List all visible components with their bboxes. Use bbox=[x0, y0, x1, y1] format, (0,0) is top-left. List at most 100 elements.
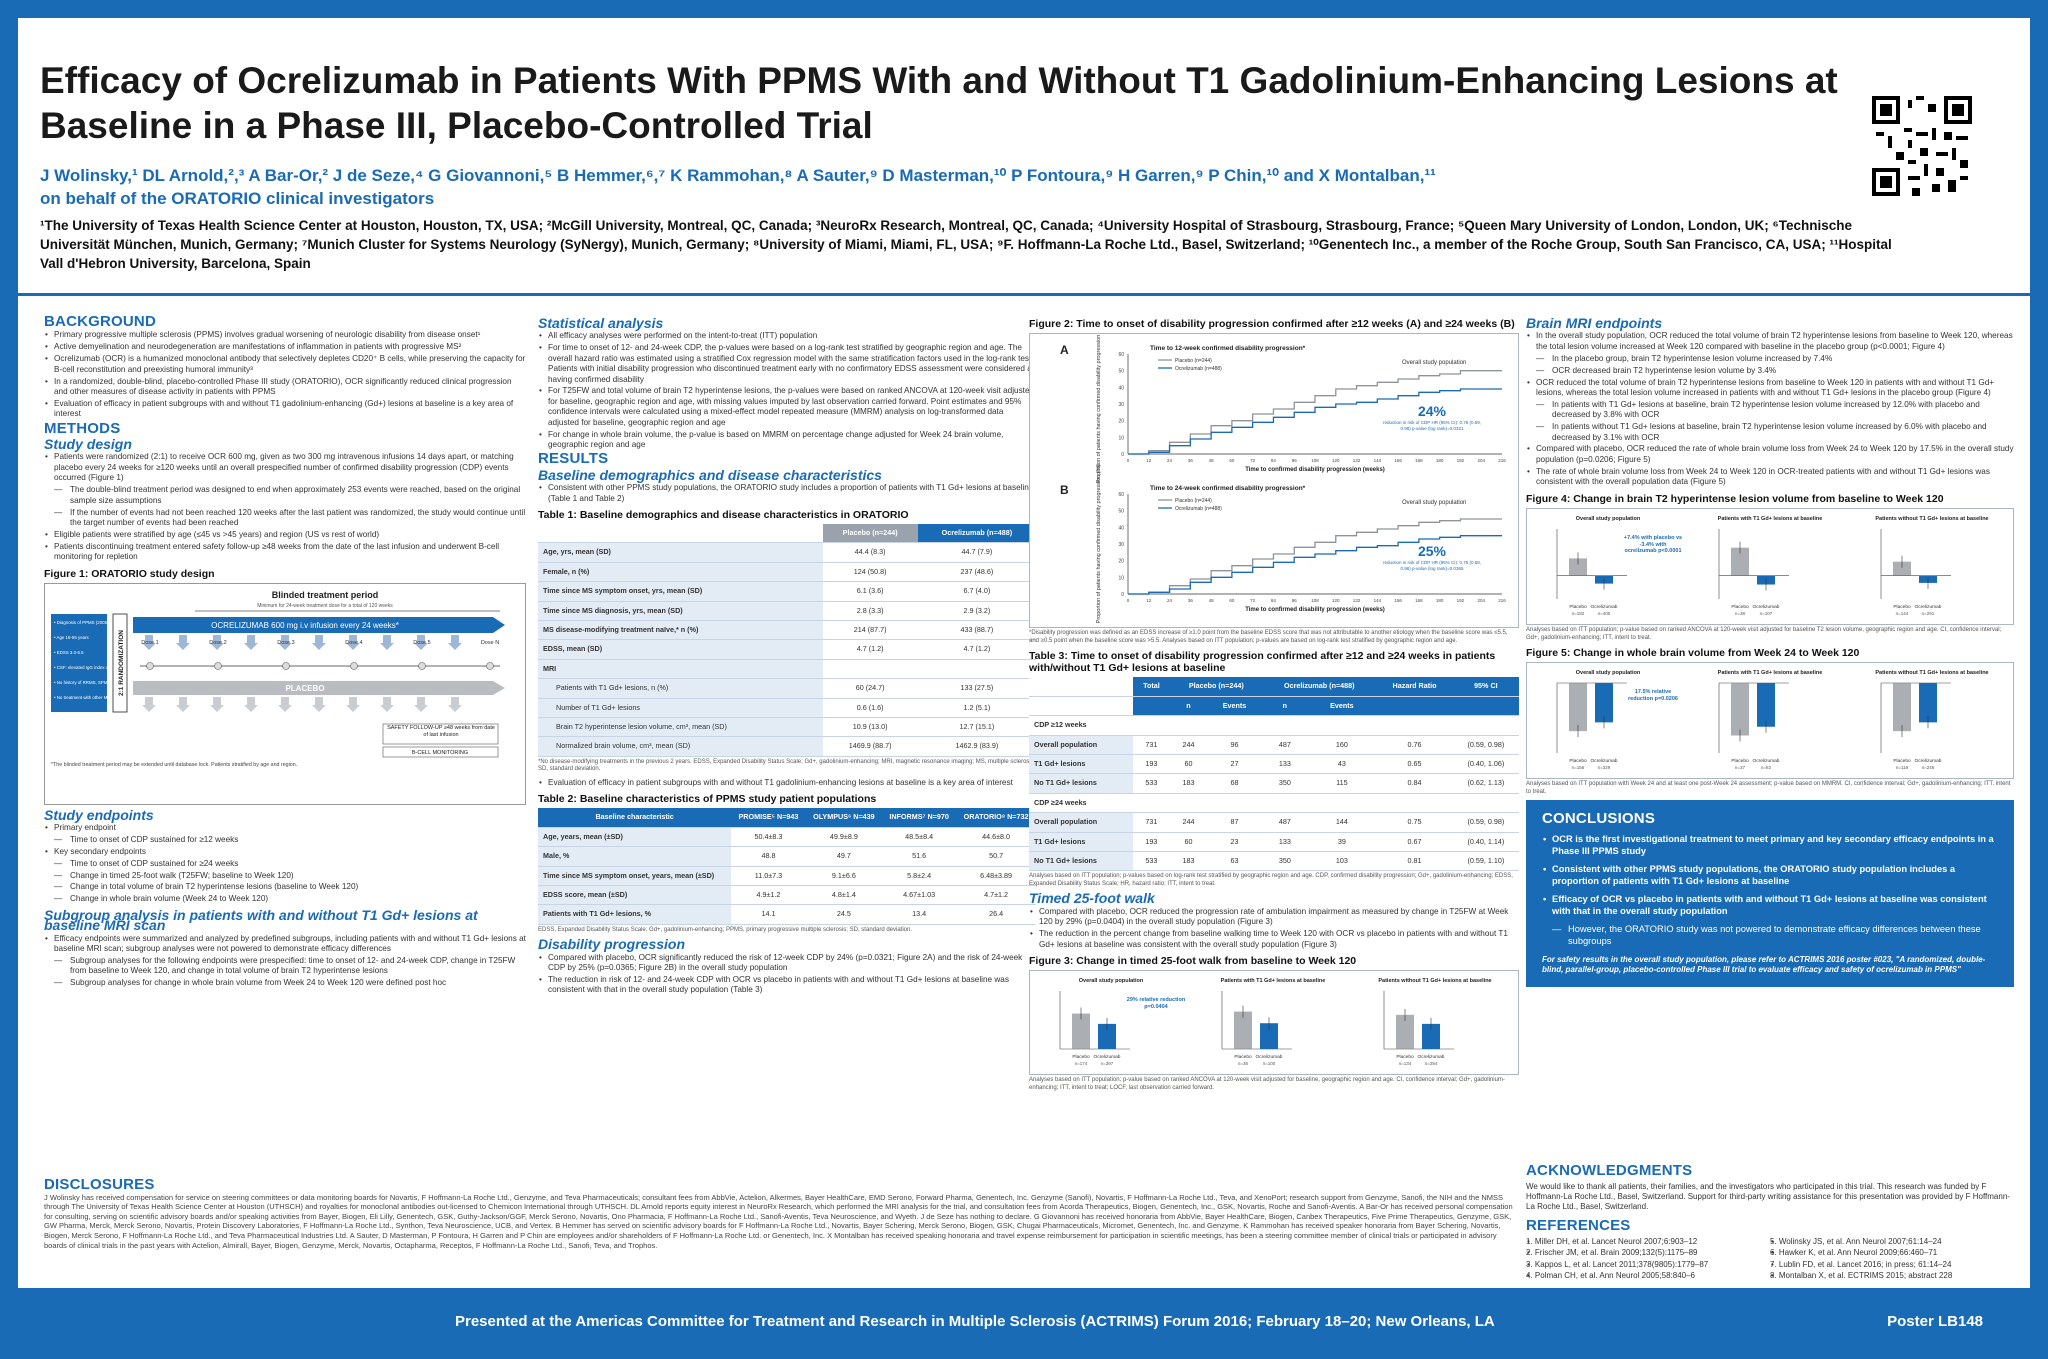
column-3: Figure 2: Time to onset of disability pr… bbox=[1029, 313, 1519, 1092]
stats-item: For change in whole brain volume, the p-… bbox=[538, 430, 1036, 451]
table-cell: 0.81 bbox=[1376, 851, 1453, 872]
bar-panel-title: Overall study population bbox=[1576, 516, 1641, 522]
references: 1. Miller DH, et al. Lancet Neurol 2007;… bbox=[1526, 1237, 2014, 1283]
dose-marker bbox=[214, 661, 222, 670]
methods-heading: METHODS bbox=[44, 419, 121, 437]
km-x-tick: 12 bbox=[1146, 458, 1152, 463]
safety-followup-label: SAFETY FOLLOW-UP ≥48 weeks from date of … bbox=[387, 724, 495, 738]
figure2-chart: A Time to 12-week confirmed disability pr… bbox=[1029, 325, 1519, 629]
km-x-tick: 0 bbox=[1127, 598, 1130, 603]
infusion-arrow bbox=[278, 696, 292, 712]
row-label: Time since MS symptom onset, years, mean… bbox=[538, 866, 732, 886]
table-row: Overall population 731 244 96 487 160 0.76 (0.5… bbox=[1029, 735, 1519, 756]
bar bbox=[1757, 683, 1775, 727]
reference-item: 1. Miller DH, et al. Lancet Neurol 2007;… bbox=[1526, 1237, 1770, 1247]
bar-panel-title: Overall study population bbox=[1576, 670, 1641, 676]
study-design-item: Patients were randomized (2:1) to receiv… bbox=[44, 452, 526, 483]
mri-item: In patients without T1 Gd+ lesions at ba… bbox=[1526, 422, 2014, 443]
km-x-tick: 72 bbox=[1250, 458, 1256, 463]
reference-item: 8. Montalban X, et al. ECTRIMS 2015; abs… bbox=[1770, 1271, 2014, 1281]
km-y-tick: 50 bbox=[1118, 509, 1124, 515]
infusion-arrow bbox=[244, 696, 258, 712]
table-row: Time since MS symptom onset, years, mean… bbox=[538, 866, 1036, 886]
mri-item: OCR decreased brain T2 hyperintense lesi… bbox=[1526, 366, 2014, 377]
table-cell: 4.67±1.03 bbox=[882, 885, 957, 906]
bar-category-label: Ocrelizumab bbox=[1256, 1054, 1283, 1060]
infusion-arrow bbox=[448, 696, 462, 712]
bar-category-label: Placebo bbox=[1731, 758, 1749, 764]
legend-label: Ocrelizumab (n=488) bbox=[1175, 366, 1222, 372]
bar bbox=[1595, 683, 1613, 723]
km-annotation: 24% bbox=[1418, 403, 1447, 419]
row-label: Age, yrs, mean (SD) bbox=[538, 542, 823, 563]
footer: Presented at the Americas Committee for … bbox=[0, 1300, 2048, 1359]
table-header: ORATORIO⁸ N=732 bbox=[956, 808, 1036, 828]
km-ylabel: Proportion of patients having confirmed … bbox=[1096, 465, 1102, 624]
bar-panel-title: Patients with T1 Gd+ lesions at baseline bbox=[1221, 978, 1326, 984]
walk-list: Compared with placebo, OCR reduced the p… bbox=[1029, 907, 1519, 950]
table-cell: (0.62, 1.13) bbox=[1452, 773, 1519, 794]
km-x-tick: 204 bbox=[1477, 458, 1485, 463]
bar bbox=[1731, 547, 1749, 576]
dose-label: Dose 5 bbox=[413, 640, 430, 646]
table-row: T1 Gd+ lesions 193 60 23 133 39 0.67 (0.40, 1.1… bbox=[1029, 832, 1519, 853]
bcell-monitoring-label: B-CELL MONITORING bbox=[412, 750, 468, 756]
figure3-caption: Figure 3: Change in timed 25-foot walk f… bbox=[1029, 955, 1357, 967]
bar-category-n: n=100 bbox=[1263, 1061, 1276, 1066]
figure5-chart: Overall study population Placebo n=156 Ocre… bbox=[1526, 662, 2014, 780]
table-cell: 2.9 (3.2) bbox=[917, 601, 1036, 622]
row-label: Normalized brain volume, cm³, mean (SD) bbox=[538, 736, 823, 757]
figure4-svg: Overall study populationPlacebon=182Ocre… bbox=[1556, 516, 1989, 616]
table-cell: 4.8±1.4 bbox=[805, 885, 883, 906]
bar-category-n: n=37 bbox=[1735, 765, 1746, 770]
ack-text: We would like to thank all patients, the… bbox=[1526, 1182, 2010, 1212]
row-label: Brain T2 hyperintense lesion volume, cm³… bbox=[538, 717, 823, 738]
table-cell: 49.7 bbox=[805, 846, 883, 867]
km-x-tick: 60 bbox=[1229, 458, 1235, 463]
row-label: Patients with T1 Gd+ lesions, n (%) bbox=[538, 678, 823, 699]
table-header: INFORMS⁷ N=970 bbox=[882, 808, 957, 828]
figure5-caption: Figure 5: Change in whole brain volume f… bbox=[1526, 647, 1860, 659]
bar bbox=[1234, 1011, 1252, 1049]
stats-item: For T25FW and total volume of brain T2 h… bbox=[538, 386, 1036, 428]
km-x-tick: 0 bbox=[1127, 458, 1130, 463]
mri-item: In the overall study population, OCR red… bbox=[1526, 331, 2014, 352]
row-label: Time since MS diagnosis, yrs, mean (SD) bbox=[538, 601, 823, 622]
km-population-label: Overall study population bbox=[1402, 360, 1466, 366]
qr-code[interactable] bbox=[1872, 96, 1972, 196]
table2-caption: Table 2: Baseline characteristics of PPM… bbox=[538, 793, 877, 806]
km-series-line bbox=[1128, 518, 1502, 595]
row-label: EDSS score, mean (±SD) bbox=[538, 885, 732, 906]
bar-category-label: Placebo bbox=[1893, 604, 1911, 610]
bar-category-n: n=294 bbox=[1425, 1061, 1438, 1066]
table-header: Total bbox=[1132, 677, 1171, 697]
column-1: BACKGROUND Primary progressive multiple … bbox=[44, 313, 526, 990]
table-header: Ocrelizumab (n=488) bbox=[1262, 677, 1377, 697]
km-x-tick: 84 bbox=[1271, 458, 1277, 463]
bar bbox=[1893, 683, 1911, 732]
table-row: Male, % 48.8 49.7 51.6 50.7 bbox=[538, 846, 1036, 867]
table-cell: 133 bbox=[1262, 754, 1308, 775]
disclosures-heading: DISCLOSURES bbox=[44, 1176, 155, 1193]
bar-category-label: Placebo bbox=[1234, 1054, 1252, 1060]
km-annotation-sub: reduction in risk of CDP HR (95% CI): 0.… bbox=[1383, 420, 1481, 431]
figure2-caption: Figure 2: Time to onset of disability pr… bbox=[1029, 318, 1515, 330]
table-header: Placebo (n=244) bbox=[1170, 677, 1263, 697]
table-cell: 0.76 bbox=[1376, 735, 1453, 756]
row-label: MS disease-modifying treatment naïve,* n… bbox=[538, 620, 823, 641]
table-header: OLYMPUS⁶ N=439 bbox=[805, 808, 883, 828]
table3-note: Analyses based on ITT population; p-valu… bbox=[1029, 873, 1513, 887]
bar-panel-title: Patients without T1 Gd+ lesions at basel… bbox=[1378, 978, 1491, 984]
table-cell: 237 (48.6) bbox=[917, 562, 1036, 583]
km-x-tick: 156 bbox=[1394, 598, 1402, 603]
km-y-tick: 0 bbox=[1121, 452, 1124, 458]
table3-caption: Table 3: Time to onset of disability pro… bbox=[1029, 650, 1496, 675]
table-header bbox=[1452, 696, 1519, 717]
bar-category-label: Ocrelizumab bbox=[1915, 758, 1942, 764]
bar-category-label: Placebo bbox=[1893, 758, 1911, 764]
bar-category-n: n=156 bbox=[1572, 765, 1585, 770]
km-x-tick: 72 bbox=[1250, 598, 1256, 603]
bar bbox=[1569, 683, 1587, 732]
km-y-tick: 20 bbox=[1118, 559, 1124, 565]
table-cell: 2.8 (3.3) bbox=[822, 601, 918, 622]
